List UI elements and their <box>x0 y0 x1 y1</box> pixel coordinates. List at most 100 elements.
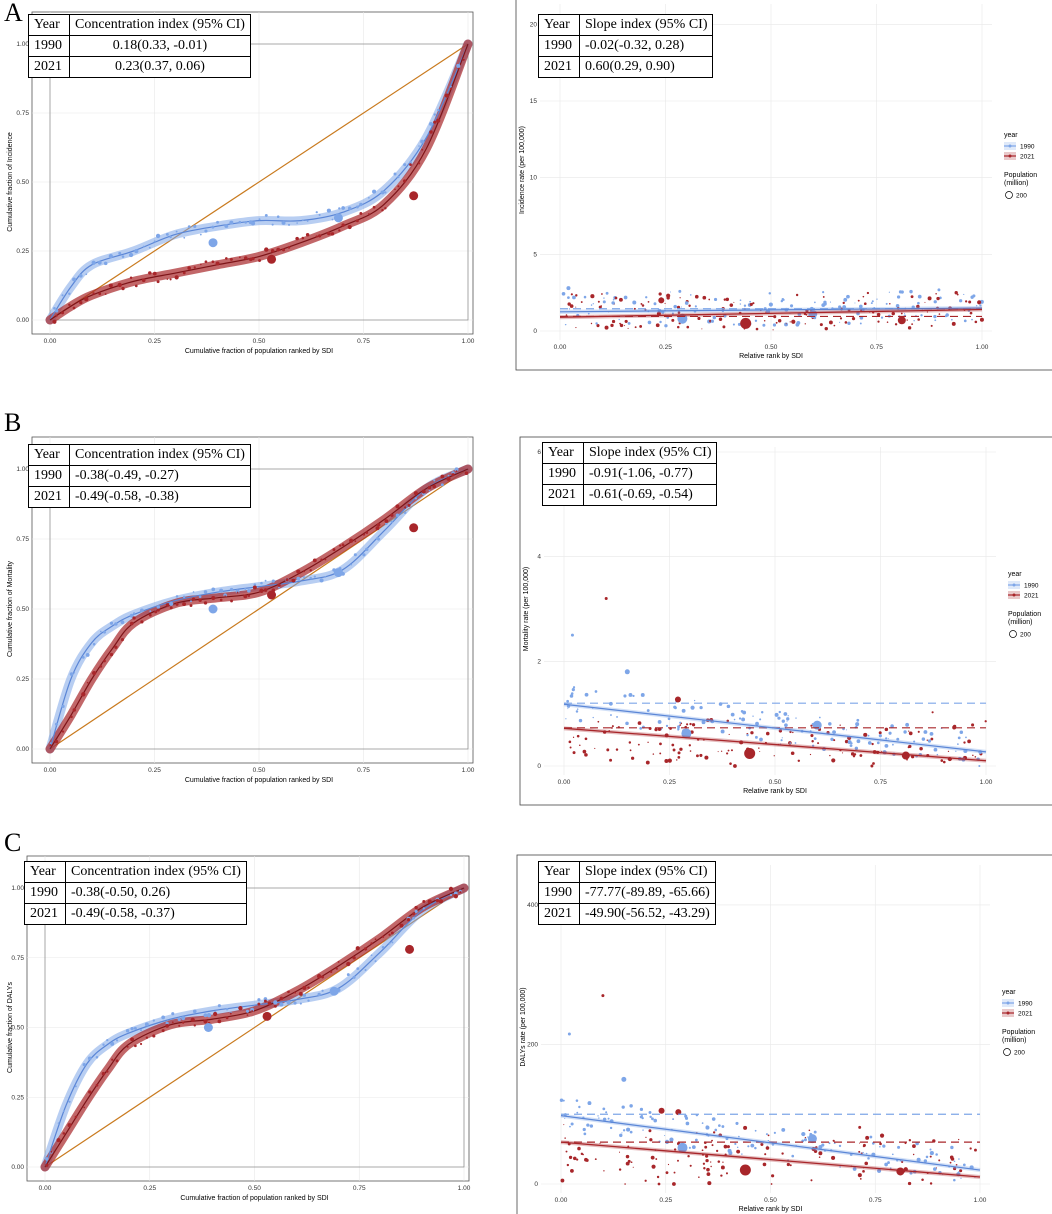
point-1990 <box>561 291 566 296</box>
table-year: 2021 <box>28 56 70 78</box>
legend-label-1990: 1990 <box>1020 144 1035 151</box>
point-1990 <box>781 719 785 723</box>
point-2021 <box>455 470 458 472</box>
point-2021 <box>367 213 370 216</box>
table-header-index: Concentration index (95% CI) <box>69 444 251 466</box>
point-2021 <box>727 749 730 752</box>
point-2021 <box>412 912 415 916</box>
y-tick-label: 20 <box>530 21 538 28</box>
point-2021 <box>797 759 801 763</box>
point-2021 <box>355 946 360 951</box>
point-2021 <box>134 284 138 288</box>
point-2021 <box>697 316 701 321</box>
point-1990 <box>921 737 926 741</box>
point-1990 <box>594 690 598 693</box>
y-tick-label: 0.50 <box>16 606 29 613</box>
point-1990 <box>286 1000 291 1005</box>
point-2021 <box>926 739 928 741</box>
point-2021 <box>407 503 411 507</box>
x-tick-label: 1.00 <box>976 344 989 351</box>
point-2021 <box>329 970 333 973</box>
point-2021 <box>355 219 359 223</box>
y-tick-label: 6 <box>537 449 541 456</box>
point-1990 <box>333 568 343 578</box>
point-1990 <box>309 576 312 580</box>
point-1990 <box>856 739 861 744</box>
point-1990 <box>449 894 453 897</box>
point-1990 <box>699 705 703 710</box>
point-1990 <box>69 672 74 676</box>
point-2021 <box>139 1042 143 1046</box>
point-2021 <box>729 762 732 765</box>
point-1990 <box>750 1143 755 1148</box>
point-1990 <box>609 701 613 706</box>
panel-letter-a: A <box>4 0 23 27</box>
point-2021 <box>908 731 913 736</box>
point-1990 <box>374 960 377 963</box>
point-1990 <box>132 612 136 615</box>
point-1990 <box>99 630 102 633</box>
legend-key-point <box>1012 593 1016 597</box>
point-2021 <box>565 1150 568 1153</box>
point-2021 <box>911 323 914 326</box>
point-1990 <box>68 292 71 295</box>
point-1990 <box>846 729 848 731</box>
point-1990 <box>605 291 609 295</box>
point-2021 <box>109 652 114 657</box>
point-1990 <box>587 1101 592 1106</box>
point-1990 <box>313 575 316 578</box>
table-year: 1990 <box>542 463 584 485</box>
point-2021 <box>569 746 572 749</box>
point-1990 <box>106 1039 109 1042</box>
point-1990 <box>273 1000 278 1005</box>
point-1990 <box>623 694 627 698</box>
point-1990 <box>587 312 590 315</box>
point-1990 <box>87 1056 92 1061</box>
point-2021 <box>906 319 908 321</box>
point-1990 <box>957 736 961 740</box>
table-value: -0.49(-0.58, -0.37) <box>65 903 247 925</box>
y-tick-label: 10 <box>530 175 538 182</box>
lorenz-curve-2021 <box>44 887 465 1168</box>
point-1990 <box>454 467 459 472</box>
point-2021 <box>165 603 170 607</box>
point-2021 <box>792 731 794 734</box>
point-1990 <box>838 1144 842 1148</box>
point-2021 <box>243 594 248 599</box>
point-2021 <box>859 1178 862 1180</box>
point-2021 <box>594 747 596 750</box>
point-1990 <box>746 733 749 737</box>
panel-letter-b: B <box>4 408 22 437</box>
point-1990 <box>152 1019 155 1022</box>
point-1990 <box>862 1151 864 1154</box>
lorenz-curve-2021 <box>49 468 469 750</box>
point-2021 <box>203 601 208 605</box>
point-2021 <box>706 1172 711 1177</box>
point-1990 <box>913 320 915 322</box>
point-1990 <box>250 1007 255 1012</box>
point-2021 <box>644 1179 647 1182</box>
y-axis-label: Cumulative fraction of Mortality <box>7 560 14 657</box>
point-1990 <box>140 1029 143 1032</box>
point-2021 <box>657 1182 661 1186</box>
point-2021 <box>204 260 208 264</box>
point-2021 <box>857 1173 862 1178</box>
y-tick-label: 15 <box>530 98 538 105</box>
point-2021 <box>259 588 264 594</box>
point-1990 <box>880 316 884 319</box>
point-2021 <box>762 1162 767 1167</box>
point-1990 <box>165 232 169 236</box>
point-2021 <box>219 598 223 602</box>
point-1990 <box>867 1157 870 1160</box>
point-2021 <box>760 1142 764 1146</box>
point-1990 <box>760 711 764 714</box>
point-2021 <box>770 1183 773 1185</box>
bubble-2021 <box>674 696 681 703</box>
point-1990 <box>263 997 268 1001</box>
point-1990 <box>843 297 848 302</box>
point-1990 <box>177 1017 181 1022</box>
point-1990 <box>568 308 571 310</box>
point-1990 <box>597 1115 599 1117</box>
point-1990 <box>78 274 83 278</box>
y-tick-label: 0 <box>534 1181 538 1188</box>
